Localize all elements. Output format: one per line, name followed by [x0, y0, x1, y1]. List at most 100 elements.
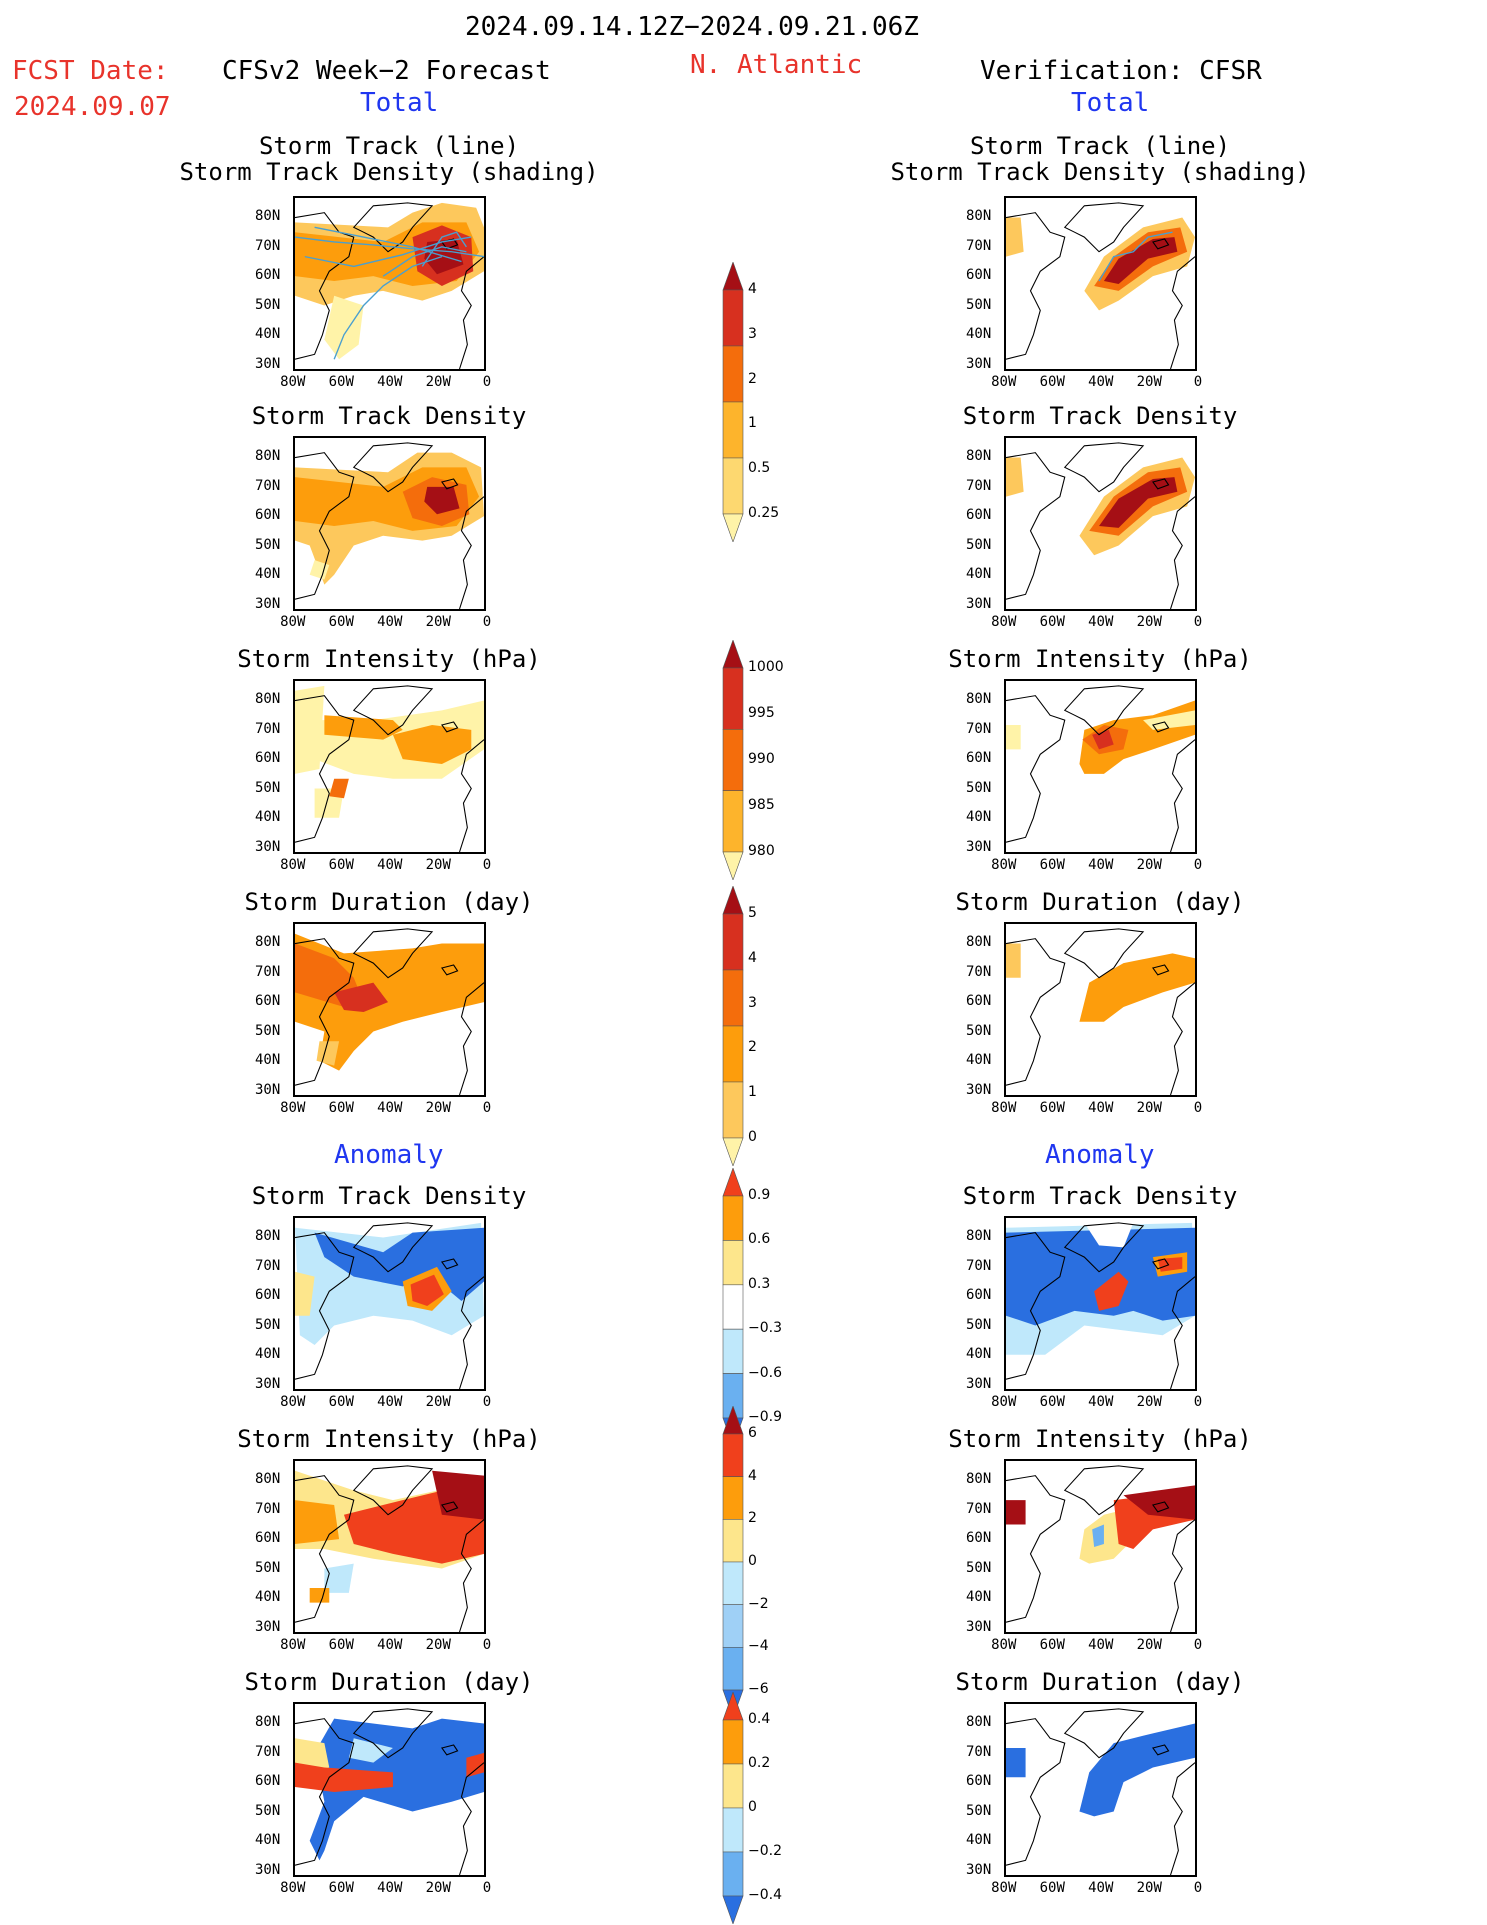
title-intensity-left: Storm Intensity (hPa): [237, 645, 541, 673]
colorbar-segment: [722, 1604, 744, 1648]
colorbar-segment: [722, 1240, 744, 1286]
map-canvas: [1006, 928, 1195, 1095]
lat-tick-label: 40N: [966, 1832, 992, 1848]
colorbar-label: 3: [748, 325, 757, 342]
lon-tick-label: 60W: [328, 1394, 354, 1410]
map-intensity-anom-verification: [1004, 1459, 1197, 1634]
lon-tick-label: 40W: [1088, 1394, 1114, 1410]
lat-tick-label: 40N: [255, 1832, 281, 1848]
shading-region: [410, 1274, 444, 1306]
coastline: [295, 695, 355, 843]
lon-tick-label: 80W: [280, 1394, 306, 1410]
lat-tick-label: 30N: [966, 1618, 992, 1635]
lat-tick-label: 80N: [255, 691, 281, 707]
shading-region: [1006, 943, 1021, 978]
coastline: [1170, 496, 1195, 609]
shading-region: [1084, 1222, 1134, 1248]
coastline: [1151, 1258, 1170, 1270]
lat-tick-label: 50N: [966, 296, 992, 313]
colorbar-segment: [722, 1476, 744, 1520]
colorbar-label: 0.2: [748, 1755, 771, 1771]
colorbar-segment: [722, 1081, 744, 1139]
lon-tick-label: 40W: [377, 1880, 403, 1896]
lon-tick-label: 60W: [1039, 1394, 1065, 1410]
shading-region: [309, 560, 330, 580]
coastline: [295, 1718, 355, 1866]
lat-tick-label: 50N: [966, 1316, 992, 1333]
colorbar-label: −0.4: [748, 1887, 782, 1903]
coastline: [459, 1762, 484, 1875]
lon-tick-label: 60W: [328, 1637, 354, 1653]
lon-tick-label: 40W: [377, 1637, 403, 1653]
total-label-left: Total: [360, 88, 439, 118]
lat-tick-label: 30N: [255, 1081, 281, 1098]
map-intensity-verification: [1004, 679, 1197, 854]
coastline: [1170, 1519, 1195, 1632]
coastline: [440, 964, 459, 976]
lat-tick-label: 60N: [255, 1773, 281, 1789]
lon-tick-label: 40W: [1088, 614, 1114, 630]
shading-region: [295, 1271, 315, 1316]
storm-track-line: [333, 255, 443, 360]
colorbar-segment: [722, 1647, 744, 1691]
colorbar-segment: [722, 729, 744, 791]
map-canvas: [295, 685, 484, 852]
lon-tick-label: 60W: [328, 857, 354, 873]
verification-title: Verification: CFSR: [980, 56, 1262, 86]
lat-tick-label: 40N: [255, 1589, 281, 1605]
colorbar-segment: [722, 262, 744, 291]
coastline: [352, 202, 434, 253]
colorbar-label: −6: [748, 1681, 769, 1697]
colorbar-label: 0.4: [748, 1711, 771, 1727]
colorbar-label: 0.9: [748, 1187, 771, 1203]
coastline: [1006, 695, 1066, 843]
colorbar-segment: [722, 1168, 744, 1197]
coastline: [1006, 452, 1066, 600]
colorbar-label: 995: [748, 705, 775, 721]
lat-tick-label: 60N: [255, 1530, 281, 1546]
colorbar-segment: [722, 640, 744, 669]
colorbar-label: 980: [748, 843, 775, 859]
map-canvas: [295, 1465, 484, 1632]
colorbar-label: 990: [748, 751, 775, 767]
colorbar-label: 5: [748, 905, 757, 921]
lon-tick-label: 20W: [425, 857, 451, 873]
map-canvas: [1006, 202, 1195, 369]
forecast-title: CFSv2 Week−2 Forecast: [222, 56, 551, 86]
map-canvas: [1006, 685, 1195, 852]
lat-tick-label: 60N: [966, 993, 992, 1009]
shading-region: [1099, 477, 1178, 528]
title-duration-right: Storm Duration (day): [955, 888, 1245, 916]
colorbar-segment: [722, 345, 744, 403]
lat-tick-label: 50N: [255, 1022, 281, 1039]
lat-tick-label: 30N: [966, 1375, 992, 1392]
lon-tick-label: 40W: [1088, 374, 1114, 390]
map-intensity-forecast: [293, 679, 486, 854]
colorbar-label: 0.6: [748, 1231, 771, 1248]
map-density-forecast: [293, 436, 486, 611]
lat-tick-label: 70N: [966, 1743, 992, 1760]
lat-tick-label: 60N: [966, 750, 992, 766]
lat-tick-label: 70N: [255, 1500, 281, 1517]
title-density-right: Storm Track Density: [962, 402, 1238, 430]
lat-tick-label: 50N: [255, 536, 281, 553]
shading-region: [1123, 1485, 1195, 1520]
map-canvas: [295, 202, 484, 369]
lat-tick-label: 70N: [966, 477, 992, 494]
lat-tick-label: 40N: [255, 809, 281, 825]
lon-tick-label: 80W: [991, 1394, 1017, 1410]
colorbar-label: 2: [748, 1039, 757, 1056]
lon-tick-label: 20W: [425, 1880, 451, 1896]
coastline: [1006, 1475, 1066, 1623]
lon-tick-label: 60W: [1039, 1100, 1065, 1116]
map-track-forecast: [293, 196, 486, 371]
lat-tick-label: 60N: [255, 267, 281, 283]
lon-tick-label: 80W: [280, 1637, 306, 1653]
lon-tick-label: 0: [482, 374, 492, 390]
title-duration-left: Storm Duration (day): [244, 888, 534, 916]
colorbar-label: 985: [748, 797, 775, 813]
colorbar-label: −2: [748, 1595, 769, 1612]
lat-tick-label: 40N: [966, 1052, 992, 1068]
colorbar-segment: [722, 1137, 744, 1166]
lat-tick-label: 50N: [966, 779, 992, 796]
